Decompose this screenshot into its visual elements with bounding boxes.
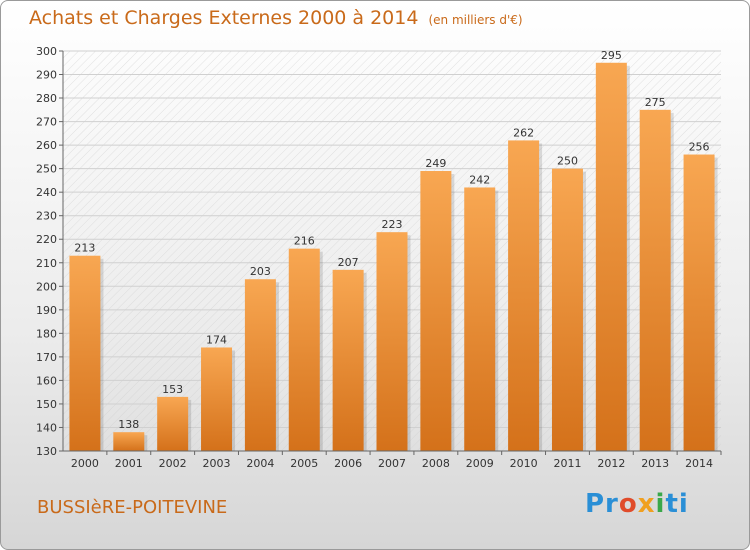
bar-2006 (332, 269, 364, 451)
x-tick-label-2012: 2012 (597, 457, 625, 470)
x-tick-label-2000: 2000 (71, 457, 99, 470)
bar-2012 (595, 62, 627, 451)
value-label-2008: 249 (425, 157, 446, 170)
value-label-2002: 153 (162, 383, 183, 396)
x-tick-label-2011: 2011 (553, 457, 581, 470)
y-tick-label: 220 (36, 233, 57, 246)
y-tick-label: 190 (36, 304, 57, 317)
x-tick-label-2002: 2002 (159, 457, 187, 470)
y-tick-label: 160 (36, 374, 57, 387)
bar-2000 (69, 255, 101, 451)
x-tick-label-2005: 2005 (290, 457, 318, 470)
y-tick-label: 300 (36, 45, 57, 58)
bar-2009 (464, 187, 496, 451)
value-label-2007: 223 (382, 218, 403, 231)
x-tick-label-2004: 2004 (246, 457, 274, 470)
bar-2007 (376, 232, 408, 451)
town-name: BUSSIèRE-POITEVINE (37, 497, 228, 518)
y-tick-label: 140 (36, 421, 57, 434)
value-label-2004: 203 (250, 265, 271, 278)
y-tick-label: 150 (36, 398, 57, 411)
value-label-2001: 138 (118, 418, 139, 431)
x-tick-label-2007: 2007 (378, 457, 406, 470)
logo-part-5: ti (665, 489, 689, 519)
logo-part-2: o (618, 489, 638, 519)
y-tick-label: 210 (36, 257, 57, 270)
logo-part-3: x (637, 489, 656, 519)
x-tick-label-2010: 2010 (510, 457, 538, 470)
chart-title: Achats et Charges Externes 2000 à 2014 (e… (29, 7, 523, 29)
value-label-2011: 250 (557, 155, 578, 168)
value-label-2005: 216 (294, 235, 315, 248)
y-tick-label: 130 (36, 445, 57, 458)
bar-layer (69, 62, 718, 452)
axis-layer: 1301401501601701801902002102202302402502… (36, 45, 722, 470)
value-label-2014: 256 (689, 141, 710, 154)
x-tick-label-2006: 2006 (334, 457, 362, 470)
y-tick-label: 290 (36, 69, 57, 82)
value-label-2003: 174 (206, 333, 227, 346)
value-label-2013: 275 (645, 96, 666, 109)
y-tick-label: 180 (36, 327, 57, 340)
y-tick-label: 200 (36, 280, 57, 293)
chart-subtitle: (en milliers d'€) (428, 13, 523, 27)
y-tick-label: 230 (36, 210, 57, 223)
bar-2011 (551, 168, 583, 451)
logo-part-4: i (655, 489, 666, 519)
bar-2014 (683, 154, 715, 451)
chart-title-text: Achats et Charges Externes 2000 à 2014 (29, 7, 419, 29)
bar-2013 (639, 109, 671, 451)
bar-2010 (508, 140, 540, 452)
x-tick-label-2014: 2014 (685, 457, 713, 470)
x-tick-label-2001: 2001 (115, 457, 143, 470)
value-label-2000: 213 (74, 242, 95, 255)
bar-2005 (288, 248, 320, 451)
logo-part-1: Pr (585, 489, 619, 519)
bar-2008 (420, 171, 452, 451)
proxiti-logo[interactable]: Proxiti (585, 489, 689, 519)
y-tick-label: 170 (36, 351, 57, 364)
bar-2002 (157, 396, 189, 451)
x-tick-label-2013: 2013 (641, 457, 669, 470)
y-tick-label: 250 (36, 163, 57, 176)
label-layer: 213 138 153 174 203 216 207 223 249 242 262 250 295 2… (74, 49, 709, 431)
y-tick-label: 260 (36, 139, 57, 152)
bar-2003 (201, 347, 233, 451)
value-label-2009: 242 (469, 173, 490, 186)
x-tick-label-2009: 2009 (466, 457, 494, 470)
y-tick-label: 280 (36, 92, 57, 105)
y-tick-label: 240 (36, 186, 57, 199)
x-tick-label-2003: 2003 (203, 457, 231, 470)
bar-2001 (113, 432, 145, 451)
bar-2004 (244, 279, 276, 451)
x-tick-label-2008: 2008 (422, 457, 450, 470)
value-label-2006: 207 (338, 256, 359, 269)
value-label-2012: 295 (601, 49, 622, 62)
value-label-2010: 262 (513, 126, 534, 139)
y-tick-label: 270 (36, 116, 57, 129)
